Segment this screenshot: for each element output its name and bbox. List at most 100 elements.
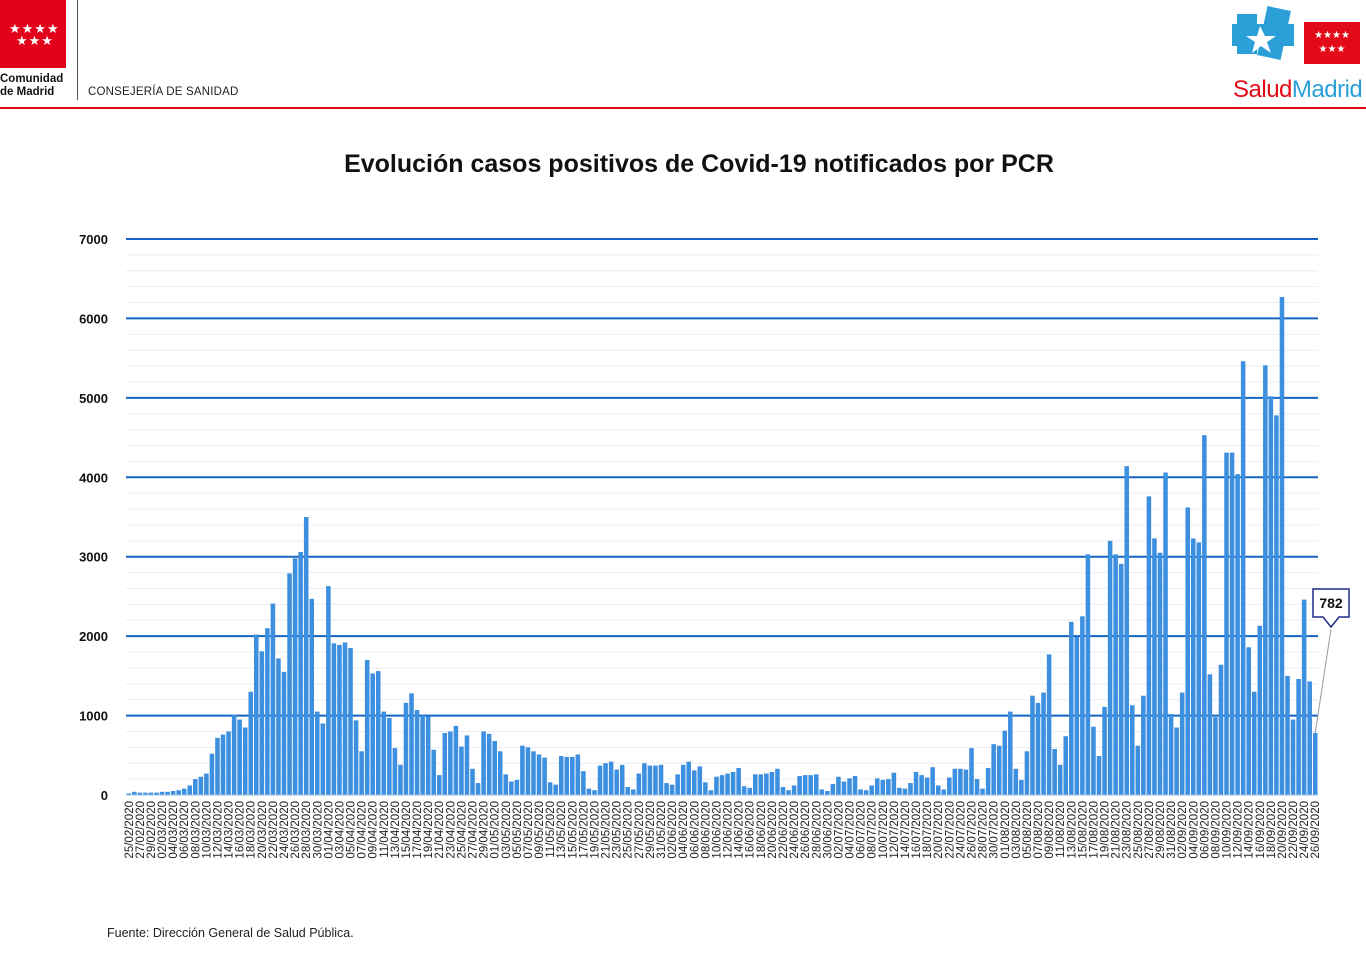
x-tick-label: 29/02/2020 bbox=[146, 801, 158, 859]
x-tick-label: 11/04/2020 bbox=[379, 801, 391, 858]
bar bbox=[342, 642, 348, 795]
svg-text:★★★: ★★★ bbox=[1319, 44, 1346, 55]
bar bbox=[1129, 705, 1135, 795]
callout-box bbox=[1312, 588, 1350, 629]
bar bbox=[791, 785, 797, 795]
bar bbox=[375, 671, 381, 795]
bar bbox=[747, 787, 752, 795]
bar bbox=[919, 775, 924, 795]
x-tick-label: 22/03/2020 bbox=[268, 801, 280, 859]
bar bbox=[1107, 540, 1113, 795]
x-tick-label: 27/05/2020 bbox=[634, 801, 646, 859]
bar bbox=[1285, 675, 1290, 795]
x-tick-label: 15/08/2020 bbox=[1077, 801, 1089, 859]
bar bbox=[187, 785, 193, 795]
bar bbox=[924, 777, 930, 795]
bar bbox=[664, 783, 669, 795]
bar bbox=[326, 586, 331, 795]
callout-value-label: 782 bbox=[1319, 595, 1343, 611]
last-value-callout: 782 bbox=[1312, 588, 1350, 733]
bar bbox=[542, 757, 547, 795]
x-tick-label: 03/05/2020 bbox=[501, 801, 513, 859]
x-tick-label: 02/03/2020 bbox=[157, 801, 169, 859]
bar bbox=[276, 658, 281, 795]
x-tick-label: 26/07/2020 bbox=[966, 801, 978, 859]
header-red-rule bbox=[0, 107, 1366, 109]
bar bbox=[1035, 702, 1041, 795]
x-tick-label: 16/03/2020 bbox=[235, 801, 247, 859]
bar bbox=[453, 725, 459, 795]
bar bbox=[193, 779, 198, 795]
x-tick-label: 26/03/2020 bbox=[290, 801, 302, 859]
bar bbox=[1301, 599, 1307, 795]
x-tick-label: 01/08/2020 bbox=[1000, 801, 1012, 859]
bar bbox=[298, 551, 303, 795]
bar bbox=[1008, 711, 1013, 795]
brand-part2: Madrid bbox=[1291, 76, 1363, 103]
bar bbox=[1268, 396, 1274, 795]
bar bbox=[309, 598, 315, 795]
bar bbox=[586, 788, 592, 795]
bar bbox=[1163, 472, 1168, 795]
bar bbox=[963, 769, 969, 795]
bar bbox=[509, 781, 514, 795]
bar bbox=[564, 756, 570, 795]
x-tick-label: 14/03/2020 bbox=[224, 801, 236, 859]
x-tick-label: 27/08/2020 bbox=[1144, 801, 1156, 859]
bar bbox=[980, 788, 985, 795]
x-tick-label: 12/09/2020 bbox=[1233, 801, 1245, 859]
bar bbox=[165, 791, 170, 795]
bar bbox=[880, 779, 886, 795]
bar bbox=[154, 792, 159, 795]
bar bbox=[287, 573, 292, 795]
x-tick-label: 14/06/2020 bbox=[734, 801, 746, 859]
x-tick-label: 13/08/2020 bbox=[1066, 801, 1078, 859]
x-tick-label: 01/04/2020 bbox=[323, 801, 335, 859]
bar bbox=[1218, 664, 1224, 795]
bar bbox=[830, 783, 836, 795]
x-tick-label: 22/07/2020 bbox=[944, 801, 956, 859]
bar bbox=[364, 659, 370, 795]
bar bbox=[1002, 730, 1008, 795]
bar bbox=[1041, 692, 1046, 795]
brand-part1: Salud bbox=[1233, 76, 1292, 103]
bar bbox=[370, 673, 375, 795]
comunidad-flag-logo: ★★★★ ★★★ bbox=[0, 0, 66, 68]
bar bbox=[741, 786, 747, 795]
bar bbox=[752, 774, 758, 795]
source-note: Fuente: Dirección General de Salud Públi… bbox=[107, 926, 354, 940]
bar bbox=[1013, 768, 1019, 795]
bar bbox=[647, 765, 653, 795]
x-tick-label: 06/09/2020 bbox=[1199, 801, 1211, 859]
bar bbox=[813, 774, 819, 795]
bar bbox=[132, 791, 137, 795]
x-tick-label: 17/05/2020 bbox=[578, 801, 590, 859]
bar bbox=[265, 628, 270, 795]
bar bbox=[570, 756, 575, 795]
bar bbox=[1179, 692, 1185, 795]
x-tick-label: 15/05/2020 bbox=[567, 801, 579, 859]
bar bbox=[1251, 691, 1257, 795]
bar bbox=[1263, 365, 1268, 795]
y-tick-label: 3000 bbox=[79, 550, 108, 565]
bar bbox=[459, 746, 464, 795]
x-tick-label: 06/06/2020 bbox=[689, 801, 701, 859]
x-tick-label: 30/07/2020 bbox=[989, 801, 1001, 859]
bar bbox=[653, 765, 658, 795]
bar bbox=[348, 648, 353, 795]
bar bbox=[492, 740, 497, 795]
bar bbox=[436, 775, 442, 795]
x-tick-label: 27/02/2020 bbox=[135, 801, 147, 859]
x-tick-label: 07/08/2020 bbox=[1033, 801, 1045, 859]
bar bbox=[797, 775, 802, 795]
x-tick-label: 19/08/2020 bbox=[1100, 801, 1112, 859]
x-tick-label: 12/03/2020 bbox=[212, 801, 224, 859]
x-tick-label: 25/02/2020 bbox=[124, 801, 136, 859]
bar bbox=[1312, 732, 1318, 795]
x-tick-label: 08/09/2020 bbox=[1210, 801, 1222, 859]
x-tick-label: 24/07/2020 bbox=[955, 801, 967, 859]
bar bbox=[930, 767, 935, 795]
x-tick-label: 02/09/2020 bbox=[1177, 801, 1189, 859]
x-tick-label: 06/03/2020 bbox=[179, 801, 191, 859]
bar bbox=[708, 790, 714, 795]
